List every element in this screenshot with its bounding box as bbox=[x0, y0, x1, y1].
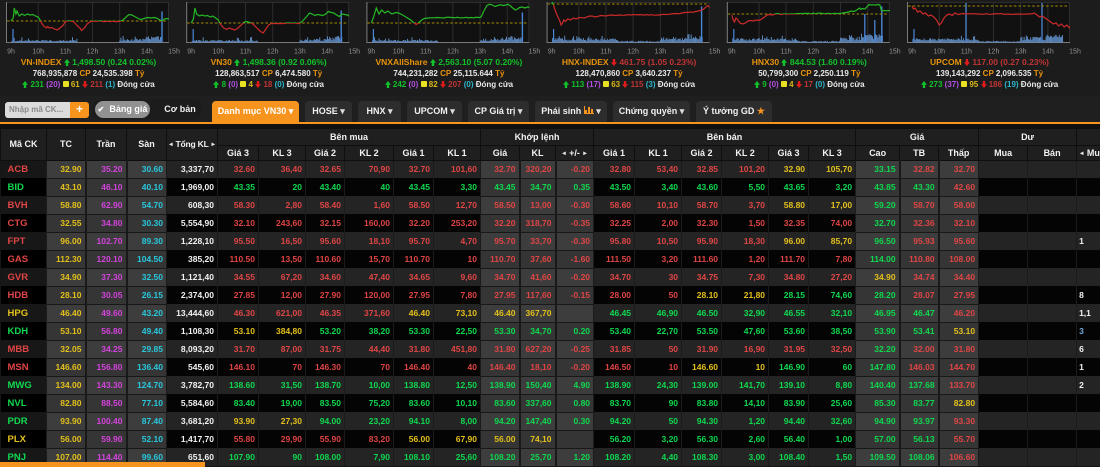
svg-text:13h: 13h bbox=[654, 49, 666, 56]
svg-text:13h: 13h bbox=[114, 49, 126, 56]
svg-text:13h: 13h bbox=[835, 49, 847, 56]
svg-text:11h: 11h bbox=[781, 49, 792, 56]
svg-text:10h: 10h bbox=[393, 49, 405, 56]
svg-text:15h: 15h bbox=[168, 49, 180, 56]
svg-text:14h: 14h bbox=[501, 49, 513, 56]
svg-text:12h: 12h bbox=[267, 49, 279, 56]
svg-text:10h: 10h bbox=[573, 49, 585, 56]
svg-text:12h: 12h bbox=[988, 49, 1000, 56]
svg-text:9h: 9h bbox=[548, 49, 556, 56]
svg-text:11h: 11h bbox=[961, 49, 972, 56]
svg-text:14h: 14h bbox=[862, 49, 874, 56]
svg-text:11h: 11h bbox=[60, 49, 71, 56]
svg-text:9h: 9h bbox=[368, 49, 376, 56]
svg-text:11h: 11h bbox=[420, 49, 431, 56]
svg-text:14h: 14h bbox=[1042, 49, 1054, 56]
svg-text:13h: 13h bbox=[474, 49, 486, 56]
svg-text:9h: 9h bbox=[728, 49, 736, 56]
svg-text:15h: 15h bbox=[1069, 49, 1081, 56]
svg-text:12h: 12h bbox=[627, 49, 639, 56]
svg-text:13h: 13h bbox=[294, 49, 306, 56]
svg-text:14h: 14h bbox=[141, 49, 153, 56]
svg-text:15h: 15h bbox=[889, 49, 901, 56]
svg-text:10h: 10h bbox=[213, 49, 225, 56]
svg-text:15h: 15h bbox=[348, 49, 360, 56]
svg-text:9h: 9h bbox=[908, 49, 916, 56]
svg-text:15h: 15h bbox=[529, 49, 541, 56]
svg-text:12h: 12h bbox=[807, 49, 819, 56]
svg-text:14h: 14h bbox=[321, 49, 333, 56]
svg-text:14h: 14h bbox=[682, 49, 694, 56]
svg-text:9h: 9h bbox=[7, 49, 15, 56]
svg-text:10h: 10h bbox=[32, 49, 44, 56]
svg-text:15h: 15h bbox=[709, 49, 721, 56]
svg-text:12h: 12h bbox=[87, 49, 99, 56]
svg-text:13h: 13h bbox=[1015, 49, 1027, 56]
svg-text:12h: 12h bbox=[447, 49, 459, 56]
svg-text:10h: 10h bbox=[753, 49, 765, 56]
svg-text:10h: 10h bbox=[933, 49, 945, 56]
svg-text:9h: 9h bbox=[187, 49, 195, 56]
svg-text:11h: 11h bbox=[600, 49, 611, 56]
svg-text:11h: 11h bbox=[240, 49, 251, 56]
